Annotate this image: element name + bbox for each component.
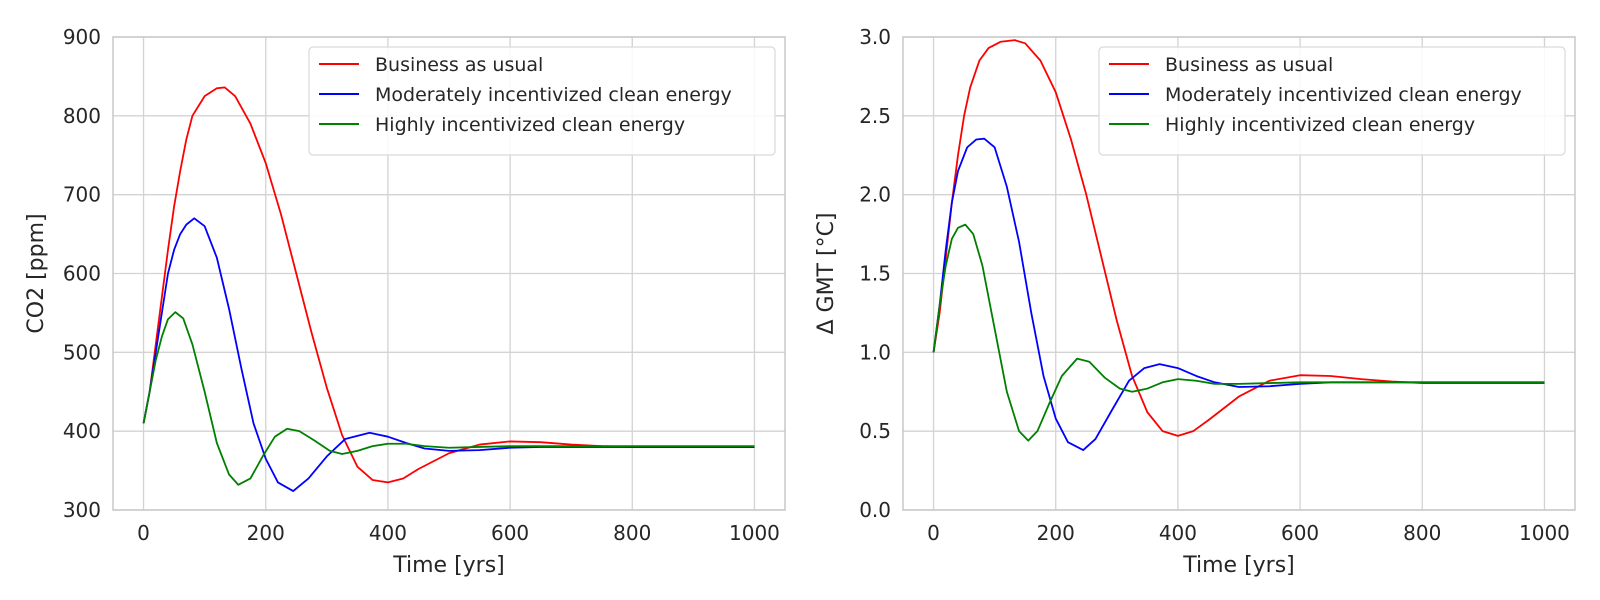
gmt-x-tick-label: 0 [927, 521, 940, 545]
co2-legend: Business as usual Moderately incentivized… [308, 46, 776, 156]
gmt-y-tick-label: 2.0 [859, 183, 891, 207]
gmt-plot-frame [902, 36, 1576, 511]
gmt-x-tick-label: 600 [1281, 521, 1319, 545]
co2-x-tick-label: 1000 [729, 521, 780, 545]
co2-y-tick-label: 600 [63, 262, 101, 286]
gmt-x-tick-label: 200 [1037, 521, 1075, 545]
co2-legend-label: Moderately incentivized clean energy [375, 84, 732, 106]
co2-x-tick-label: 800 [613, 521, 651, 545]
gmt-x-tick-label: 400 [1159, 521, 1197, 545]
co2-x-tick-label: 400 [369, 521, 407, 545]
co2-x-tick-label: 600 [491, 521, 529, 545]
co2-y-axis-label: CO2 [ppm] [24, 213, 49, 333]
co2-y-tick-label: 700 [63, 183, 101, 207]
gmt-y-tick-label: 3.0 [859, 25, 891, 49]
co2-x-tick-label: 0 [137, 521, 150, 545]
gmt-legend-label: Moderately incentivized clean energy [1165, 84, 1522, 106]
gmt-y-tick-label: 0.5 [859, 419, 891, 443]
co2-legend-label: Business as usual [375, 54, 543, 76]
co2-y-tick-label: 800 [63, 104, 101, 128]
gmt-panel: 0 200 400 600 800 1000 0.0 0.5 1.0 1.5 2.0 2.5 3.0 Ti… [814, 25, 1576, 578]
gmt-y-tick-label: 0.0 [859, 498, 891, 522]
co2-y-tick-label: 400 [63, 419, 101, 443]
gmt-y-axis-label: Δ GMT [°C] [814, 212, 839, 334]
gmt-y-tick-label: 1.0 [859, 340, 891, 364]
co2-y-tick-label: 500 [63, 340, 101, 364]
gmt-legend: Business as usual Moderately incentivized… [1098, 46, 1566, 156]
co2-panel: 0 200 400 600 800 1000 300 400 500 600 700 800 900 Ti… [24, 25, 786, 578]
gmt-series-line-1 [932, 137, 1545, 451]
gmt-series-line-0 [932, 39, 1545, 437]
gmt-legend-label: Business as usual [1165, 54, 1333, 76]
co2-x-tick-label: 200 [247, 521, 285, 545]
co2-legend-label: Highly incentivized clean energy [375, 114, 685, 136]
gmt-series-line-2 [932, 223, 1545, 442]
co2-series-line-0 [142, 86, 755, 484]
co2-plot-frame [112, 36, 786, 511]
gmt-x-tick-label: 1000 [1519, 521, 1570, 545]
co2-series-line-2 [142, 311, 755, 486]
gmt-y-tick-label: 1.5 [859, 262, 891, 286]
gmt-legend-label: Highly incentivized clean energy [1165, 114, 1475, 136]
gmt-x-axis-label: Time [yrs] [1182, 553, 1295, 578]
gmt-x-tick-label: 800 [1403, 521, 1441, 545]
gmt-legend-box [1098, 46, 1566, 156]
co2-legend-box [308, 46, 776, 156]
co2-series-line-1 [142, 217, 755, 492]
co2-x-axis-label: Time [yrs] [392, 553, 505, 578]
co2-y-tick-label: 900 [63, 25, 101, 49]
gmt-y-tick-label: 2.5 [859, 104, 891, 128]
co2-y-tick-label: 300 [63, 498, 101, 522]
